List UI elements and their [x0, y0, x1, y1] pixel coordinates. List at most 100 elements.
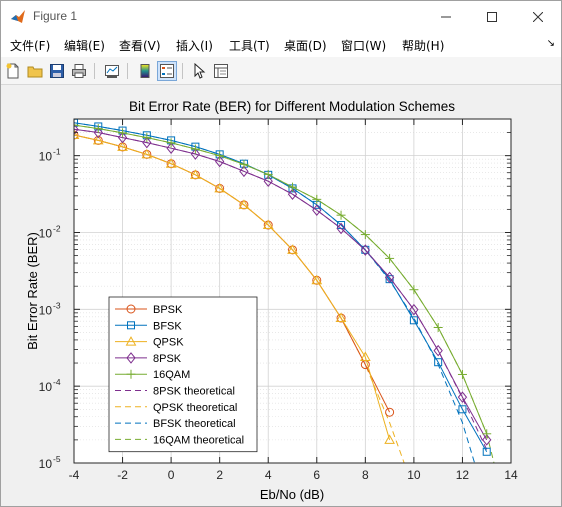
square-marker	[458, 405, 467, 414]
legend-entry: QPSK	[115, 336, 184, 349]
menu-edit[interactable]: 编辑(E)	[64, 39, 105, 53]
triangle-marker	[125, 336, 137, 346]
series-qpsk	[74, 129, 395, 444]
link-plot-icon	[105, 65, 119, 78]
series-layer	[74, 119, 495, 463]
triangle-marker	[74, 129, 80, 139]
minimize-button[interactable]	[423, 1, 469, 33]
minimize-icon	[441, 16, 451, 18]
save-icon	[50, 64, 64, 78]
square-marker	[127, 321, 135, 330]
triangle-marker	[92, 134, 104, 145]
y-tick-label: 10	[39, 226, 53, 240]
window-title: Figure 1	[33, 9, 78, 23]
series-16qam	[74, 120, 492, 439]
legend-label: QPSK	[153, 337, 184, 349]
axes-box	[73, 118, 512, 464]
x-tick-labels: -4 -2 0 2 4 6 8 10 12 14	[69, 468, 518, 482]
colorbar-icon	[140, 64, 150, 78]
y-tick-label-exponent: -5	[53, 454, 61, 464]
diamond-marker	[190, 148, 201, 160]
diamond-marker	[457, 391, 468, 403]
menu-file[interactable]: 文件(F)	[10, 39, 51, 53]
menu-insert[interactable]: 插入(I)	[176, 39, 213, 53]
triangle-marker	[238, 199, 250, 209]
series-8psk	[74, 123, 492, 446]
x-tick-label: -2	[117, 468, 128, 482]
menu-bar: 文件(F) 编辑(E) 查看(V) 插入(I) 工具(T) 桌面(D) 窗口(W…	[1, 33, 561, 57]
maximize-button[interactable]	[469, 1, 515, 33]
insert-legend-button[interactable]	[157, 61, 177, 81]
x-tick-label: -4	[69, 468, 80, 482]
triangle-marker	[117, 141, 128, 151]
triangle-marker	[359, 351, 371, 361]
close-button[interactable]	[515, 1, 561, 33]
matlab-logo-icon	[11, 10, 25, 23]
diamond-marker	[215, 155, 225, 168]
y-tick-label: 10	[39, 150, 53, 164]
property-inspector-button[interactable]	[211, 61, 231, 81]
diamond-marker	[482, 434, 492, 446]
edit-plot-button[interactable]	[189, 61, 209, 81]
y-tick-label: 10	[39, 380, 53, 394]
triangle-marker	[214, 182, 226, 193]
series-line	[74, 124, 488, 434]
legend-label: QPSK theoretical	[153, 402, 237, 414]
title-bar[interactable]: Figure 1	[1, 1, 561, 33]
x-tick-label: 4	[265, 468, 272, 482]
y-tick-label-exponent: -4	[53, 377, 61, 387]
ber-chart[interactable]: -4 -2 0 2 4 6 8 10 12 14 10-110-210-310-410-5 Bit…	[1, 86, 561, 506]
save-button[interactable]	[47, 61, 67, 81]
circle-marker	[74, 130, 79, 140]
x-tick-label: 8	[362, 468, 369, 482]
legend[interactable]: BPSK BFSK QPSK 8PSK 16QAM 8PSK theoretical QPS…	[108, 296, 258, 453]
y-tick-labels: 10-110-210-310-410-5	[39, 147, 61, 471]
y-axis-label: Bit Error Rate (BER)	[25, 232, 40, 350]
legend-entry: 8PSK	[115, 352, 182, 365]
printer-icon	[72, 64, 86, 78]
new-figure-button[interactable]	[3, 61, 23, 81]
menu-help[interactable]: 帮助(H)	[402, 39, 445, 53]
print-button[interactable]	[69, 61, 89, 81]
legend-entry: 16QAM	[115, 369, 190, 381]
legend-entry: 8PSK theoretical	[115, 386, 235, 398]
figure-canvas: -4 -2 0 2 4 6 8 10 12 14 10 -1 10 -2 10 -3 10 -4 10 -5 Bit…	[1, 86, 561, 506]
toolbar-separator	[127, 63, 128, 79]
menu-view[interactable]: 查看(V)	[119, 39, 161, 53]
square-marker	[482, 447, 491, 456]
property-inspector-icon	[214, 64, 228, 78]
diamond-marker	[126, 352, 136, 364]
legend-entry: BFSK	[115, 320, 182, 332]
y-tick-label-exponent: -1	[53, 147, 61, 157]
diamond-marker	[312, 204, 322, 217]
toolbar-separator	[182, 63, 183, 79]
open-file-button[interactable]	[25, 61, 45, 81]
square-marker	[74, 119, 78, 127]
menu-window[interactable]: 窗口(W)	[341, 39, 387, 53]
link-plot-button[interactable]	[102, 61, 122, 81]
y-tick-label: 10	[39, 303, 53, 317]
x-tick-label: 0	[168, 468, 175, 482]
menu-overflow-arrow-icon[interactable]: ↘	[546, 38, 555, 49]
insert-colorbar-button[interactable]	[135, 61, 155, 81]
folder-icon	[27, 66, 43, 78]
maximize-icon	[487, 12, 497, 22]
y-tick-label: 10	[39, 457, 53, 471]
diamond-marker	[433, 344, 443, 357]
axis-ticks	[73, 119, 512, 464]
diamond-marker	[166, 142, 176, 155]
triangle-marker	[287, 244, 298, 254]
legend-label: 8PSK theoretical	[153, 386, 235, 398]
diamond-marker	[263, 175, 273, 188]
legend-label: 16QAM theoretical	[153, 434, 244, 446]
triangle-marker	[384, 434, 395, 444]
circle-marker	[126, 304, 136, 314]
menu-desktop[interactable]: 桌面(D)	[284, 39, 327, 53]
legend-label: BFSK theoretical	[153, 418, 236, 430]
square-marker	[434, 358, 443, 367]
diamond-marker	[142, 136, 152, 149]
legend-label: BFSK	[153, 320, 182, 332]
menu-tools[interactable]: 工具(T)	[229, 39, 270, 53]
diamond-marker	[117, 131, 128, 144]
